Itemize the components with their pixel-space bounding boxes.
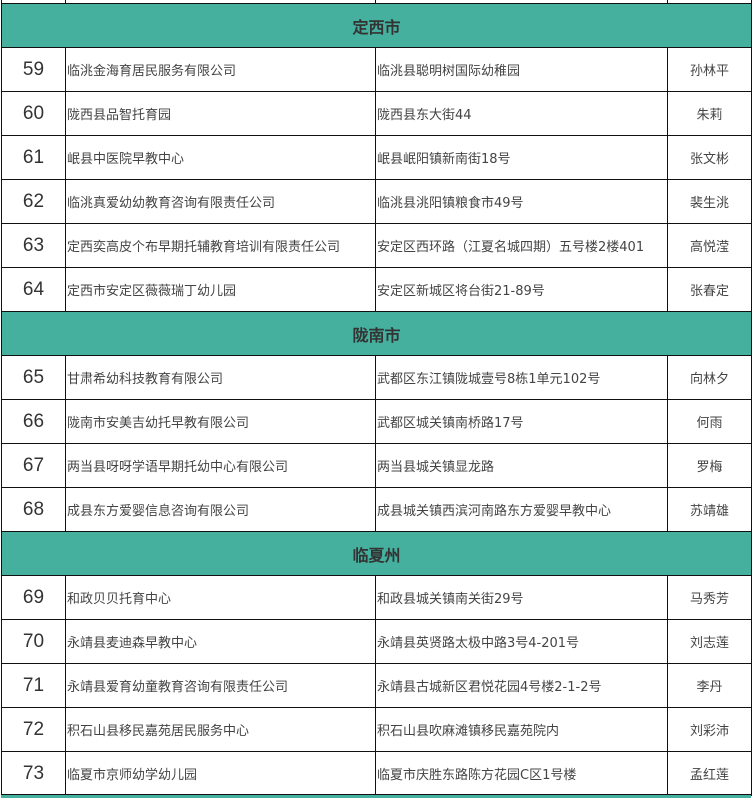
row-number: 64	[1, 267, 66, 312]
row-number: 60	[1, 91, 66, 136]
contact-person: 刘志莲	[667, 619, 752, 664]
table-row: 66 陇南市安美吉幼托早教有限公司 武都区城关镇南桥路17号 何雨	[1, 399, 752, 444]
organization-name: 两当县呀呀学语早期托幼中心有限公司	[65, 443, 376, 488]
address: 安定区新城区将台街21-89号	[375, 267, 668, 312]
address: 两当县城关镇显龙路	[375, 443, 668, 488]
table-row: 73 临夏市京师幼学幼儿园 临夏市庆胜东路陈方花园C区1号楼 孟红莲	[1, 751, 752, 796]
address: 武都区东江镇陇城壹号8栋1单元102号	[375, 355, 668, 400]
table-row: 69 和政贝贝托育中心 和政县城关镇南关街29号 马秀芳	[1, 575, 752, 620]
table-row: 68 成县东方爱婴信息咨询有限公司 成县城关镇西滨河南路东方爱婴早教中心 苏靖雄	[1, 487, 752, 532]
table-row: 65 甘肃希幼科技教育有限公司 武都区东江镇陇城壹号8栋1单元102号 向林夕	[1, 355, 752, 400]
contact-person: 罗梅	[667, 443, 752, 488]
organization-name: 临洮真爱幼幼教育咨询有限责任公司	[65, 179, 376, 224]
address: 临夏市庆胜东路陈方花园C区1号楼	[375, 751, 668, 796]
address: 永靖县英贤路太极中路3号4-201号	[375, 619, 668, 664]
table-row: 60 陇西县品智托育园 陇西县东大街44 朱莉	[1, 91, 752, 136]
table-row: 64 定西市安定区薇薇瑞丁幼儿园 安定区新城区将台街21-89号 张春定	[1, 267, 752, 312]
organization-name: 和政贝贝托育中心	[65, 575, 376, 620]
table-row: 62 临洮真爱幼幼教育咨询有限责任公司 临洮县洮阳镇粮食市49号 裴生洮	[1, 179, 752, 224]
address: 岷县岷阳镇新南街18号	[375, 135, 668, 180]
row-number: 63	[1, 223, 66, 268]
address: 临洮县聪明树国际幼稚园	[375, 47, 668, 92]
region-header: 临夏州	[1, 531, 752, 576]
organization-name: 甘肃希幼科技教育有限公司	[65, 355, 376, 400]
row-number: 69	[1, 575, 66, 620]
address: 成县城关镇西滨河南路东方爱婴早教中心	[375, 487, 668, 532]
region-header: 定西市	[1, 3, 752, 48]
row-number: 71	[1, 663, 66, 708]
address: 永靖县古城新区君悦花园4号楼2-1-2号	[375, 663, 668, 708]
row-number: 62	[1, 179, 66, 224]
contact-person: 朱莉	[667, 91, 752, 136]
organization-name: 永靖县麦迪森早教中心	[65, 619, 376, 664]
contact-person: 张文彬	[667, 135, 752, 180]
organization-name: 定西奕高皮个布早期托辅教育培训有限责任公司	[65, 223, 376, 268]
contact-person: 裴生洮	[667, 179, 752, 224]
row-number: 73	[1, 751, 66, 796]
address: 安定区西环路（江夏名城四期）五号楼2楼401	[375, 223, 668, 268]
organization-name: 陇南市安美吉幼托早教有限公司	[65, 399, 376, 444]
contact-person: 马秀芳	[667, 575, 752, 620]
contact-person: 李丹	[667, 663, 752, 708]
table-row: 63 定西奕高皮个布早期托辅教育培训有限责任公司 安定区西环路（江夏名城四期）五号楼…	[1, 223, 752, 268]
table-row: 67 两当县呀呀学语早期托幼中心有限公司 两当县城关镇显龙路 罗梅	[1, 443, 752, 488]
organization-name: 成县东方爱婴信息咨询有限公司	[65, 487, 376, 532]
contact-person: 孙林平	[667, 47, 752, 92]
region-header: 陇南市	[1, 311, 752, 356]
organization-name: 积石山县移民嘉苑居民服务中心	[65, 707, 376, 752]
table-row: 70 永靖县麦迪森早教中心 永靖县英贤路太极中路3号4-201号 刘志莲	[1, 619, 752, 664]
address: 积石山县吹麻滩镇移民嘉苑院内	[375, 707, 668, 752]
contact-person: 何雨	[667, 399, 752, 444]
row-number: 65	[1, 355, 66, 400]
table-row: 61 岷县中医院早教中心 岷县岷阳镇新南街18号 张文彬	[1, 135, 752, 180]
row-number: 70	[1, 619, 66, 664]
organization-name: 临洮金海育居民服务有限公司	[65, 47, 376, 92]
contact-person: 向林夕	[667, 355, 752, 400]
row-number: 59	[1, 47, 66, 92]
row-number: 61	[1, 135, 66, 180]
next-region-header-partial	[1, 794, 751, 798]
address: 临洮县洮阳镇粮食市49号	[375, 179, 668, 224]
row-number: 68	[1, 487, 66, 532]
contact-person: 苏靖雄	[667, 487, 752, 532]
region-name: 定西市	[1, 3, 752, 48]
organization-name: 陇西县品智托育园	[65, 91, 376, 136]
contact-person: 孟红莲	[667, 751, 752, 796]
row-number: 66	[1, 399, 66, 444]
address: 陇西县东大街44	[375, 91, 668, 136]
table-row: 59 临洮金海育居民服务有限公司 临洮县聪明树国际幼稚园 孙林平	[1, 47, 752, 92]
contact-person: 高悦滢	[667, 223, 752, 268]
region-name: 临夏州	[1, 531, 752, 576]
table-row: 71 永靖县爱育幼童教育咨询有限责任公司 永靖县古城新区君悦花园4号楼2-1-2号李…	[1, 663, 752, 708]
table-row: 72 积石山县移民嘉苑居民服务中心 积石山县吹麻滩镇移民嘉苑院内 刘彩沛	[1, 707, 752, 752]
region-name: 陇南市	[1, 311, 752, 356]
organization-name: 永靖县爱育幼童教育咨询有限责任公司	[65, 663, 376, 708]
organization-name: 定西市安定区薇薇瑞丁幼儿园	[65, 267, 376, 312]
row-number: 67	[1, 443, 66, 488]
address: 武都区城关镇南桥路17号	[375, 399, 668, 444]
contact-person: 刘彩沛	[667, 707, 752, 752]
address: 和政县城关镇南关街29号	[375, 575, 668, 620]
row-number: 72	[1, 707, 66, 752]
organization-name: 临夏市京师幼学幼儿园	[65, 751, 376, 796]
contact-person: 张春定	[667, 267, 752, 312]
organization-name: 岷县中医院早教中心	[65, 135, 376, 180]
